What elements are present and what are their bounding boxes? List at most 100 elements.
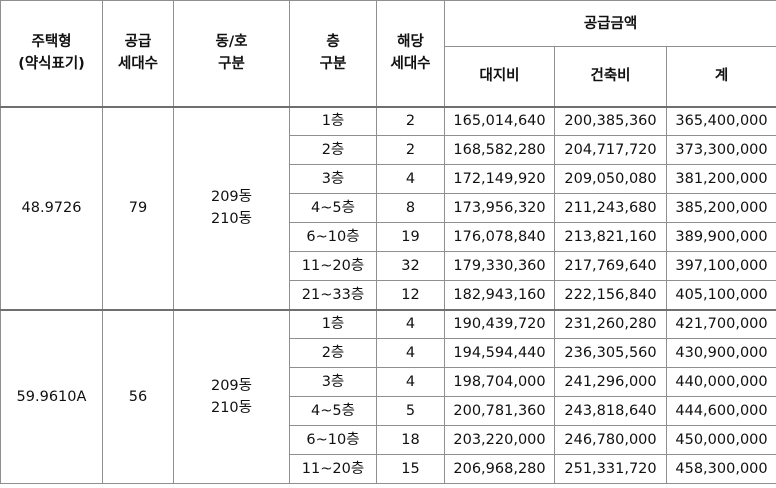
building-cell: 209동 210동	[173, 105, 290, 310]
table-row: 6~10층 19 176,078,840 213,821,160 389,900,000	[1, 222, 776, 252]
floor-units-cell: 8	[376, 193, 445, 223]
land-cost-cell: 194,594,440	[444, 338, 555, 368]
header-floor: 층 구분	[289, 0, 377, 107]
header-supply-price: 공급금액	[444, 0, 776, 47]
total-cost-cell: 381,200,000	[666, 164, 776, 194]
floor-cell: 3층	[289, 367, 377, 397]
header-building-line1: 동/호	[215, 34, 248, 51]
floor-units-cell: 2	[376, 135, 445, 165]
floor-cell: 4~5층	[289, 193, 377, 223]
land-cost-cell: 168,582,280	[444, 135, 555, 165]
total-cost-cell: 389,900,000	[666, 222, 776, 252]
building-line-1: 209동	[210, 189, 253, 205]
floor-units-cell: 4	[376, 367, 445, 397]
total-cost-cell: 440,000,000	[666, 367, 776, 397]
total-cost-cell: 397,100,000	[666, 251, 776, 281]
construction-cost-cell: 204,717,720	[554, 135, 667, 165]
table-body: 48.9726 79 209동 210동 1층 2 165,014,640 200,385,3…	[0, 105, 776, 484]
building-cell: 209동 210동	[173, 308, 290, 484]
land-cost-cell: 198,704,000	[444, 367, 555, 397]
header-housing-type-line2: (약식표기)	[18, 56, 85, 73]
header-housing-type-line1: 주택형	[31, 34, 72, 51]
supply-units-cell: 79	[102, 105, 174, 310]
construction-cost-cell: 222,156,840	[554, 280, 667, 310]
construction-cost-cell: 246,780,000	[554, 425, 667, 455]
floor-cell: 1층	[289, 308, 377, 339]
table-row: 2층 2 168,582,280 204,717,720 373,300,000	[1, 135, 776, 165]
construction-cost-cell: 213,821,160	[554, 222, 667, 252]
land-cost-cell: 173,956,320	[444, 193, 555, 223]
header-floor-units: 해당 세대수	[376, 0, 445, 107]
table-row: 4~5층 8 173,956,320 211,243,680 385,200,000	[1, 193, 776, 223]
floor-units-cell: 2	[376, 105, 445, 136]
header-land-cost: 대지비	[444, 46, 555, 107]
land-cost-cell: 182,943,160	[444, 280, 555, 310]
floor-units-cell: 32	[376, 251, 445, 281]
total-cost-cell: 450,000,000	[666, 425, 776, 455]
construction-cost-cell: 211,243,680	[554, 193, 667, 223]
floor-cell: 11~20층	[289, 454, 377, 484]
table-row: 48.9726 79 209동 210동 1층 2 165,014,640 200,385,3…	[0, 105, 776, 310]
table-row: 59.9610A 56 209동 210동 1층 4 190,439,720 231,260,…	[0, 308, 776, 484]
land-cost-cell: 165,014,640	[444, 105, 555, 136]
floor-cell: 2층	[289, 135, 377, 165]
header-construction-cost: 건축비	[554, 46, 667, 107]
floor-units-cell: 18	[376, 425, 445, 455]
land-cost-cell: 190,439,720	[444, 308, 555, 339]
header-floor-line2: 구분	[319, 56, 347, 73]
header-floor-units-line1: 해당	[397, 34, 424, 51]
header-building: 동/호 구분	[173, 0, 290, 107]
header-housing-type: 주택형 (약식표기)	[0, 0, 103, 107]
floor-units-cell: 4	[376, 338, 445, 368]
floor-units-cell: 12	[376, 280, 445, 310]
table-row: 3층 4 198,704,000 241,296,000 440,000,000	[1, 367, 776, 397]
total-cost-cell: 365,400,000	[666, 105, 776, 136]
header-building-line2: 구분	[218, 56, 245, 73]
building-line-1: 209동	[210, 377, 253, 394]
construction-cost-cell: 217,769,640	[554, 251, 667, 281]
header-supply-units-line1: 공급	[124, 34, 152, 51]
floor-cell: 3층	[289, 164, 377, 194]
total-cost-cell: 373,300,000	[666, 135, 776, 165]
land-cost-cell: 172,149,920	[444, 164, 555, 194]
land-cost-cell: 179,330,360	[444, 251, 555, 281]
floor-cell: 6~10층	[289, 425, 377, 455]
header-supply-units: 공급 세대수	[102, 0, 174, 107]
floor-cell: 2층	[289, 338, 377, 368]
floor-units-cell: 5	[376, 396, 445, 426]
header-floor-line1: 층	[326, 34, 340, 51]
header-supply-units-line2: 세대수	[117, 56, 159, 73]
building-line-2: 210동	[210, 211, 253, 227]
floor-units-cell: 19	[376, 222, 445, 252]
floor-units-cell: 15	[376, 454, 445, 484]
total-cost-cell: 421,700,000	[666, 308, 776, 339]
table-row: 11~20층 15 206,968,280 251,331,720 458,300,00…	[1, 454, 776, 484]
floor-cell: 1층	[289, 105, 377, 136]
total-cost-cell: 458,300,000	[666, 454, 776, 484]
total-cost-cell: 444,600,000	[666, 396, 776, 426]
header-floor-units-line2: 세대수	[390, 56, 431, 73]
construction-cost-cell: 251,331,720	[554, 454, 667, 484]
total-cost-cell: 430,900,000	[666, 338, 776, 368]
construction-cost-cell: 236,305,560	[554, 338, 667, 368]
header-total: 계	[666, 46, 776, 107]
construction-cost-cell: 243,818,640	[554, 396, 667, 426]
housing-type-cell: 59.9610A	[0, 308, 103, 484]
construction-cost-cell: 231,260,280	[554, 308, 667, 339]
table-row: 3층 4 172,149,920 209,050,080 381,200,000	[1, 164, 776, 194]
housing-type-cell: 48.9726	[0, 105, 103, 310]
construction-cost-cell: 241,296,000	[554, 367, 667, 397]
construction-cost-cell: 200,385,360	[554, 105, 667, 136]
land-cost-cell: 176,078,840	[444, 222, 555, 252]
floor-cell: 11~20층	[289, 251, 377, 281]
supply-units-cell: 56	[102, 308, 174, 484]
floor-units-cell: 4	[376, 308, 445, 339]
floor-cell: 4~5층	[289, 396, 377, 426]
floor-units-cell: 4	[376, 164, 445, 194]
land-cost-cell: 200,781,360	[444, 396, 555, 426]
floor-cell: 21~33층	[289, 280, 377, 310]
total-cost-cell: 405,100,000	[666, 280, 776, 310]
table-row: 4~5층 5 200,781,360 243,818,640 444,600,000	[1, 396, 776, 426]
construction-cost-cell: 209,050,080	[554, 164, 667, 194]
